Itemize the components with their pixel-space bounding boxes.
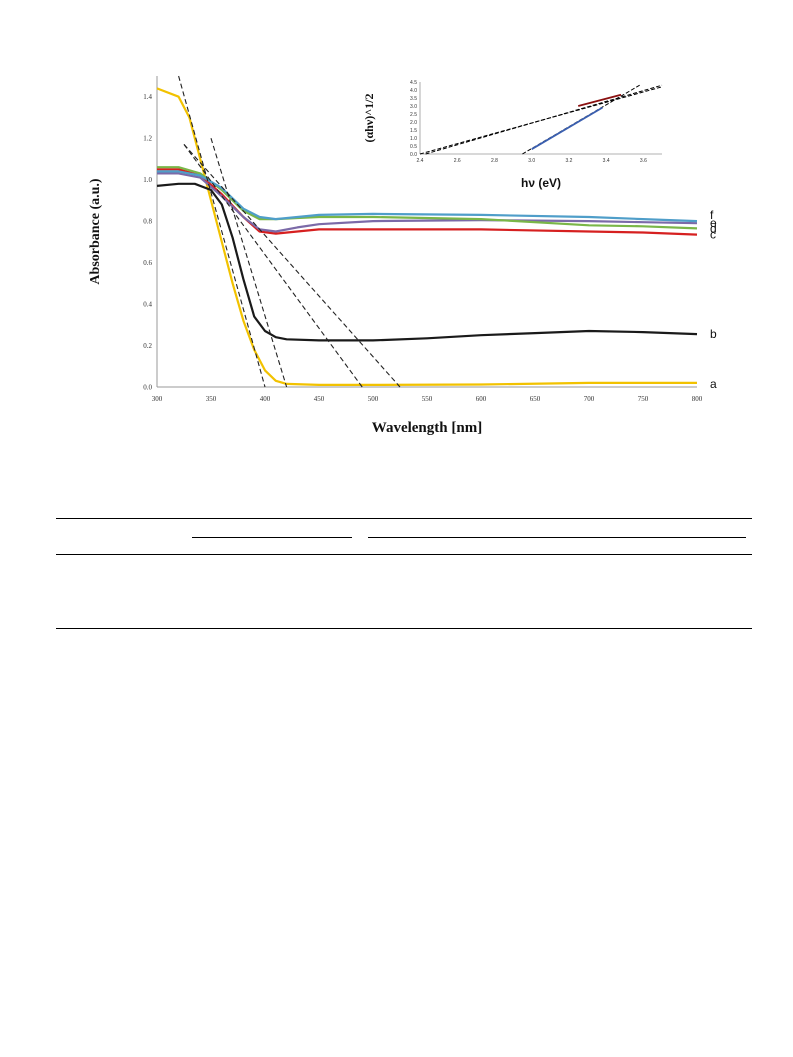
x-tick-label: 800: [692, 395, 703, 403]
table-header-rule: [56, 554, 752, 555]
series-line-a: [156, 87, 697, 386]
inset-y-tick-label: 2.0: [410, 120, 417, 126]
inset-x-tick-label: 3.6: [640, 158, 647, 164]
x-tick-label: 350: [206, 395, 217, 403]
inset-y-tick-label: 0.0: [410, 152, 417, 158]
x-tick-label: 400: [260, 395, 271, 403]
tangent-dashed-line: [183, 144, 363, 388]
series-end-label: f: [710, 208, 714, 222]
series-end-label: a: [710, 377, 717, 391]
y-tick-label: 0.0: [143, 384, 152, 392]
tangent-dashed-line: [178, 75, 266, 388]
y-tick-label: 0.4: [143, 301, 152, 309]
table-bottom-rule: [56, 628, 752, 629]
inset-y-tick-label: 3.0: [410, 104, 417, 110]
tangent-dashed-line: [210, 138, 288, 388]
series-end-label: c: [710, 228, 716, 242]
inset-y-tick-label: 2.5: [410, 112, 417, 118]
inset-y-tick-label: 1.0: [410, 136, 417, 142]
inset-x-axis-title: hν (eV): [521, 176, 561, 190]
table-top-rule: [56, 518, 752, 519]
series-line-d: [157, 172, 698, 233]
y-tick-label: 0.8: [143, 218, 152, 226]
x-tick-label: 500: [368, 395, 379, 403]
x-tick-label: 300: [152, 395, 163, 403]
x-tick-label: 600: [476, 395, 487, 403]
tangent-dashed-line: [183, 144, 401, 388]
y-tick-label: 0.2: [143, 342, 152, 350]
inset-y-tick-label: 4.0: [410, 88, 417, 94]
inset-data-line: [531, 106, 603, 150]
y-tick-label: 1.2: [143, 135, 152, 143]
x-tick-label: 550: [422, 395, 433, 403]
inset-x-tick-label: 2.6: [454, 158, 461, 164]
inset-dashed-line: [425, 84, 663, 155]
series-end-label: d: [710, 221, 717, 235]
inset-y-tick-label: 3.5: [410, 96, 417, 102]
y-tick-label: 0.6: [143, 259, 152, 267]
series-end-label: b: [710, 327, 717, 341]
table-group-rule-right: [368, 537, 746, 538]
x-tick-label: 650: [530, 395, 541, 403]
inset-x-tick-label: 3.0: [528, 158, 535, 164]
x-tick-label: 750: [638, 395, 649, 403]
series-line-e: [157, 166, 698, 230]
series-line-f: [157, 170, 698, 223]
inset-data-line: [578, 93, 622, 107]
inset-y-axis-title: (αhν)^1/2: [362, 93, 376, 142]
table-group-rule-left: [192, 537, 352, 538]
series-line-b: [156, 182, 698, 342]
y-tick-label: 1.0: [143, 176, 152, 184]
x-tick-label: 450: [314, 395, 325, 403]
inset-x-tick-label: 2.4: [417, 158, 424, 164]
inset-x-tick-label: 3.4: [603, 158, 610, 164]
y-tick-label: 1.4: [143, 93, 152, 101]
inset-y-tick-label: 4.5: [410, 80, 417, 86]
inset-y-tick-label: 0.5: [410, 144, 417, 150]
inset-x-tick-label: 3.2: [565, 158, 572, 164]
y-axis-title: Absorbance (a.u.): [88, 178, 103, 285]
x-tick-label: 700: [584, 395, 595, 403]
inset-y-tick-label: 1.5: [410, 128, 417, 134]
series-end-label: e: [710, 216, 717, 230]
x-axis-title: Wavelength [nm]: [372, 420, 482, 436]
inset-x-tick-label: 2.8: [491, 158, 498, 164]
